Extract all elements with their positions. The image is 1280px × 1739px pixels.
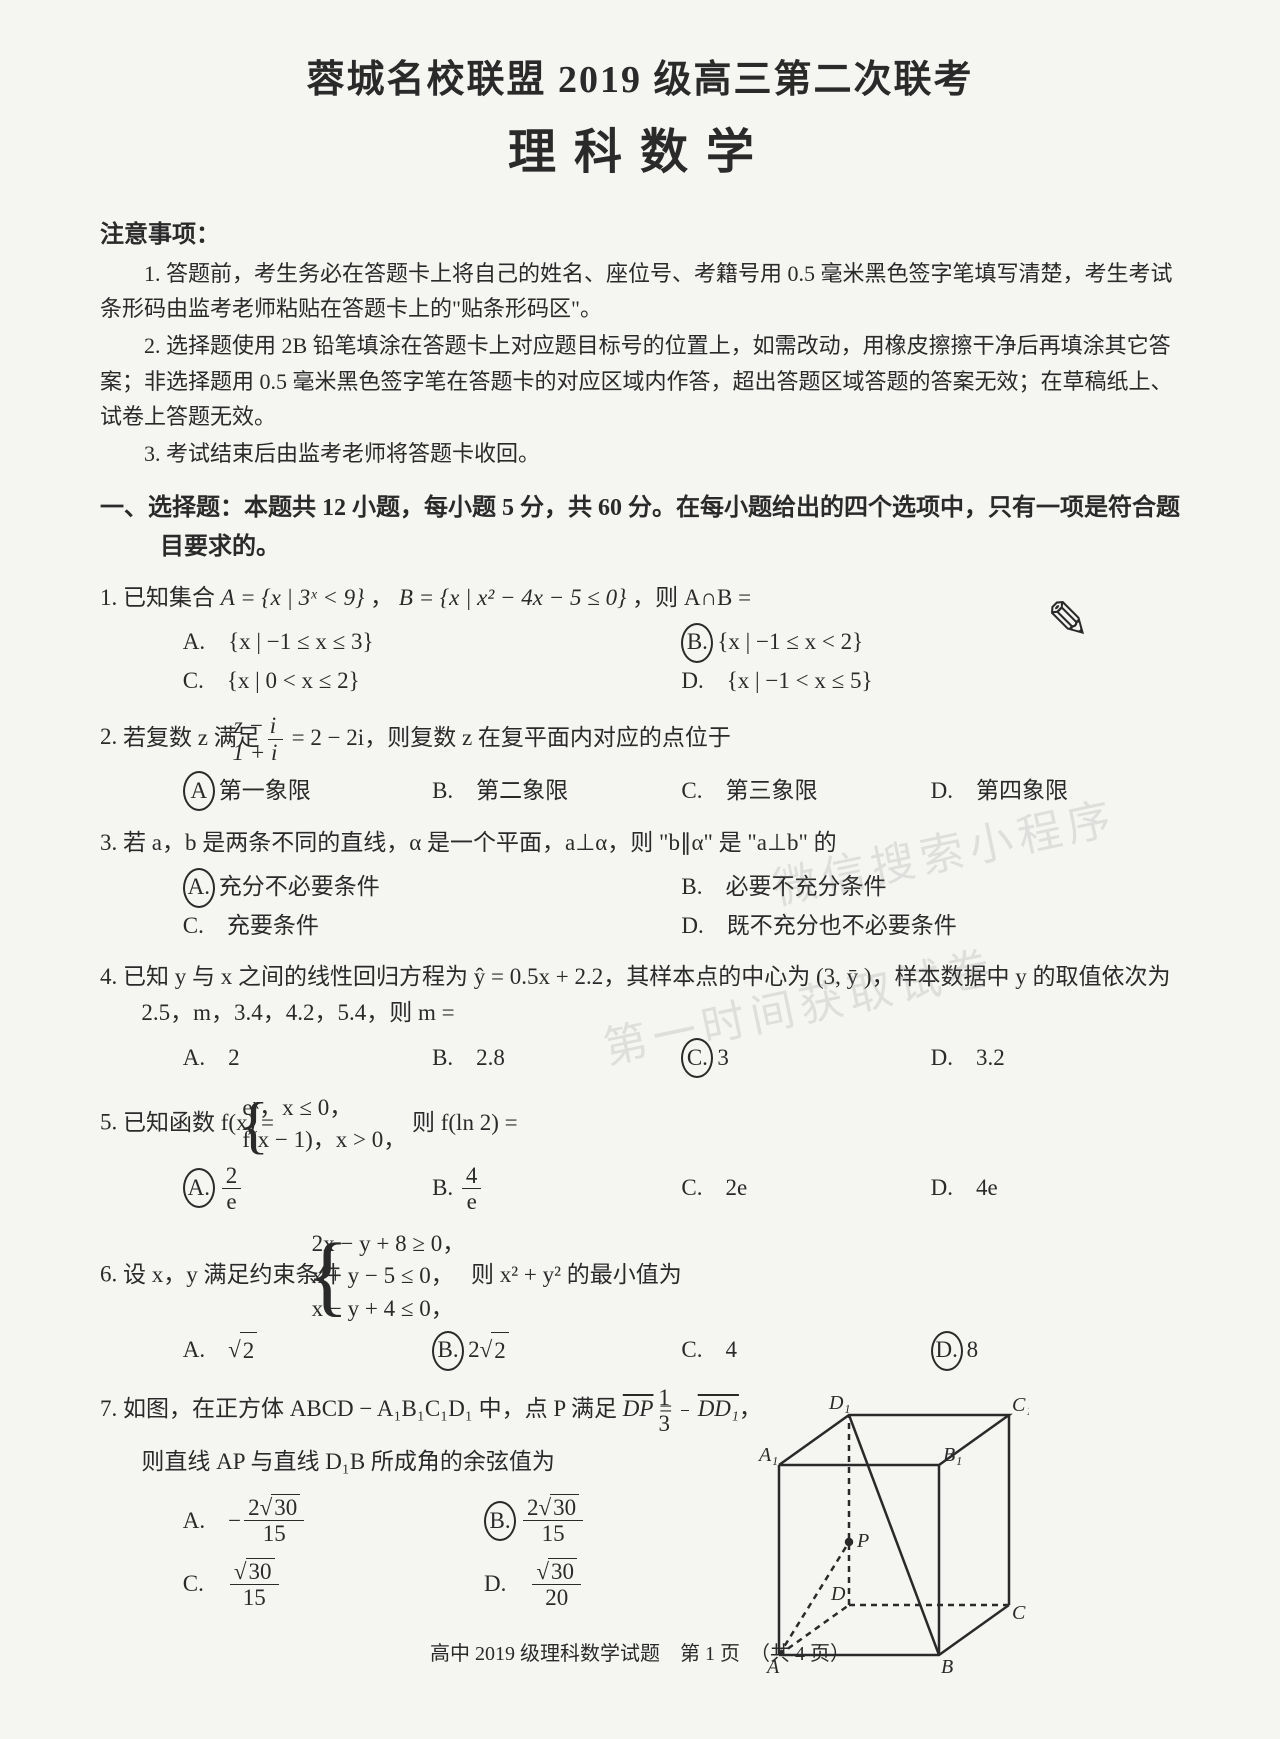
q6-num: 6. (100, 1262, 117, 1287)
question-6: 6. 设 x，y 满足约束条件 { 2x − y + 8 ≥ 0， x + y … (100, 1228, 1180, 1371)
q6-answer-circle-D: D. (931, 1331, 963, 1371)
q4-option-B: B. 2.8 (432, 1038, 681, 1078)
notice-body: 1. 答题前，考生务必在答题卡上将自己的姓名、座位号、考籍号用 0.5 毫米黑色… (100, 256, 1180, 471)
q2-num: 2. (100, 725, 117, 750)
q4-num: 4. (100, 964, 117, 989)
question-3: 3. 若 a，b 是两条不同的直线，α 是一个平面，a⊥α，则 "b∥α" 是 … (100, 825, 1180, 945)
q1-option-A: A. {x | −1 ≤ x ≤ 3} (183, 623, 682, 663)
q3-option-A: A.充分不必要条件 (183, 868, 682, 908)
page-title-sub: 理科数学 (100, 115, 1180, 192)
svg-text:A₁: A₁ (757, 1444, 778, 1466)
q7-option-D: D. 30 20 (484, 1559, 785, 1611)
question-1: 1. 已知集合 A = {x | 3ˣ < 9} ， B = {x | x² −… (100, 580, 1180, 700)
q7-option-C: C. 30 15 (183, 1559, 484, 1611)
q1-option-C: C. {x | 0 < x ≤ 2} (183, 663, 682, 700)
q7-num: 7. (100, 1396, 117, 1421)
q3-answer-circle: A. (183, 868, 215, 908)
q7-pre: 如图，在正方体 ABCD − A₁B₁C₁D₁ 中，点 P 满足 (123, 1396, 623, 1421)
q2-option-A: A第一象限 (183, 771, 432, 811)
q1-num: 1. (100, 585, 117, 610)
q5-option-D: D. 4e (931, 1163, 1180, 1215)
q1-stem-pre: 已知集合 (123, 585, 221, 610)
q7-answer-circle: B. (484, 1501, 516, 1541)
svg-text:P: P (856, 1530, 869, 1552)
section-1-heading: 一、选择题：本题共 12 小题，每小题 5 分，共 60 分。在每小题给出的四个… (100, 489, 1180, 566)
q1-stem-mid: ， (370, 585, 399, 610)
question-5: 5. 已知函数 f(x) = { eˣ，x ≤ 0， f(x − 1)，x > … (100, 1092, 1180, 1214)
q1-stem-post: ，则 A∩B = (632, 585, 751, 610)
question-7: 7. 如图，在正方体 ABCD − A₁B₁C₁D₁ 中，点 P 满足 DP =… (100, 1385, 1180, 1611)
q6-option-C: C. 4 (681, 1331, 930, 1371)
q6-answer-circle-B: B. (432, 1331, 464, 1371)
notice-item-3: 3. 考试结束后由监考老师将答题卡收回。 (100, 436, 1180, 471)
q6-option-A: A. 2 (183, 1331, 432, 1371)
svg-text:C₁: C₁ (1012, 1394, 1029, 1416)
q3-option-D: D. 既不充分也不必要条件 (681, 908, 1180, 945)
q4-ybar: ȳ (847, 964, 859, 989)
q6-post: 则 x² + y² 的最小值为 (471, 1262, 682, 1287)
q2-option-D: D. 第四象限 (931, 771, 1180, 811)
svg-text:C: C (1012, 1602, 1026, 1624)
svg-text:D₁: D₁ (828, 1392, 850, 1414)
question-2: 2. 若复数 z 满足 z − i 1 + i = 2 − 2i，则复数 z 在… (100, 713, 1180, 811)
q2-option-C: C. 第三象限 (681, 771, 930, 811)
notice-heading: 注意事项： (100, 216, 1180, 254)
notice-item-2: 2. 选择题使用 2B 铅笔填涂在答题卡上对应题目标号的位置上，如需改动，用橡皮… (100, 328, 1180, 434)
q5-option-B: B. 4e (432, 1163, 681, 1215)
svg-text:A: A (765, 1656, 780, 1675)
svg-text:D: D (830, 1583, 846, 1605)
q1-set-B: B = {x | x² − 4x − 5 ≤ 0} (399, 585, 626, 610)
q5-answer-circle: A. (183, 1168, 215, 1208)
cube-figure: A B C D A₁ B₁ C₁ D₁ P (790, 1375, 1070, 1675)
q7-vec-DP: DP (623, 1396, 654, 1421)
q3-option-C: C. 充要条件 (183, 908, 682, 945)
q3-option-B: B. 必要不充分条件 (681, 868, 1180, 908)
q1-option-D: D. {x | −1 < x ≤ 5} (681, 663, 1180, 700)
question-4: 4. 已知 y 与 x 之间的线性回归方程为 ŷ = 0.5x + 2.2，其样… (100, 959, 1180, 1079)
q2-mid: = 2 − 2i，则复数 z 在复平面内对应的点位于 (292, 725, 731, 750)
q3-num: 3. (100, 830, 117, 855)
q5-option-A: A. 2e (183, 1163, 432, 1215)
q7-vec-DD1: DD₁ (698, 1396, 739, 1421)
q5-piecewise: { eˣ，x ≤ 0， f(x − 1)，x > 0， (280, 1092, 407, 1156)
q4-option-D: D. 3.2 (931, 1038, 1180, 1078)
q4-pre: 已知 y 与 x 之间的线性回归方程为 ŷ = 0.5x + 2.2，其样本点的… (123, 964, 847, 989)
q5-post: 则 f(ln 2) = (412, 1110, 518, 1135)
q5-option-C: C. 2e (681, 1163, 930, 1215)
q6-piecewise: { 2x − y + 8 ≥ 0， x + y − 5 ≤ 0， x − y +… (347, 1228, 465, 1325)
q6-option-D: D. 8 (931, 1331, 1180, 1371)
doodle-icon: ✎ (1088, 580, 1090, 663)
notice-item-1: 1. 答题前，考生务必在答题卡上将自己的姓名、座位号、考籍号用 0.5 毫米黑色… (100, 256, 1180, 326)
q7-option-B: B. 230 15 (484, 1495, 785, 1547)
q1-set-A: A = {x | 3ˣ < 9} (221, 585, 365, 610)
page-title-main: 蓉城名校联盟 2019 级高三第二次联考 (100, 50, 1180, 111)
q4-option-A: A. 2 (183, 1038, 432, 1078)
q5-num: 5. (100, 1110, 117, 1135)
q4-option-C: C.3 (681, 1038, 930, 1078)
svg-text:B: B (941, 1656, 953, 1675)
q4-answer-circle: C. (681, 1038, 713, 1078)
q1-option-B: B.{x | −1 ≤ x < 2} (681, 623, 1180, 663)
q3-stem: 若 a，b 是两条不同的直线，α 是一个平面，a⊥α，则 "b∥α" 是 "a⊥… (123, 830, 837, 855)
q7-option-A: A. − 230 15 (183, 1495, 484, 1547)
q2-answer-circle: A (183, 771, 215, 811)
q2-fraction: z − i 1 + i (268, 713, 282, 765)
q2-option-B: B. 第二象限 (432, 771, 681, 811)
q6-option-B: B. 22 (432, 1331, 681, 1371)
svg-text:B₁: B₁ (943, 1444, 962, 1466)
q1-answer-circle: B. (681, 623, 713, 663)
